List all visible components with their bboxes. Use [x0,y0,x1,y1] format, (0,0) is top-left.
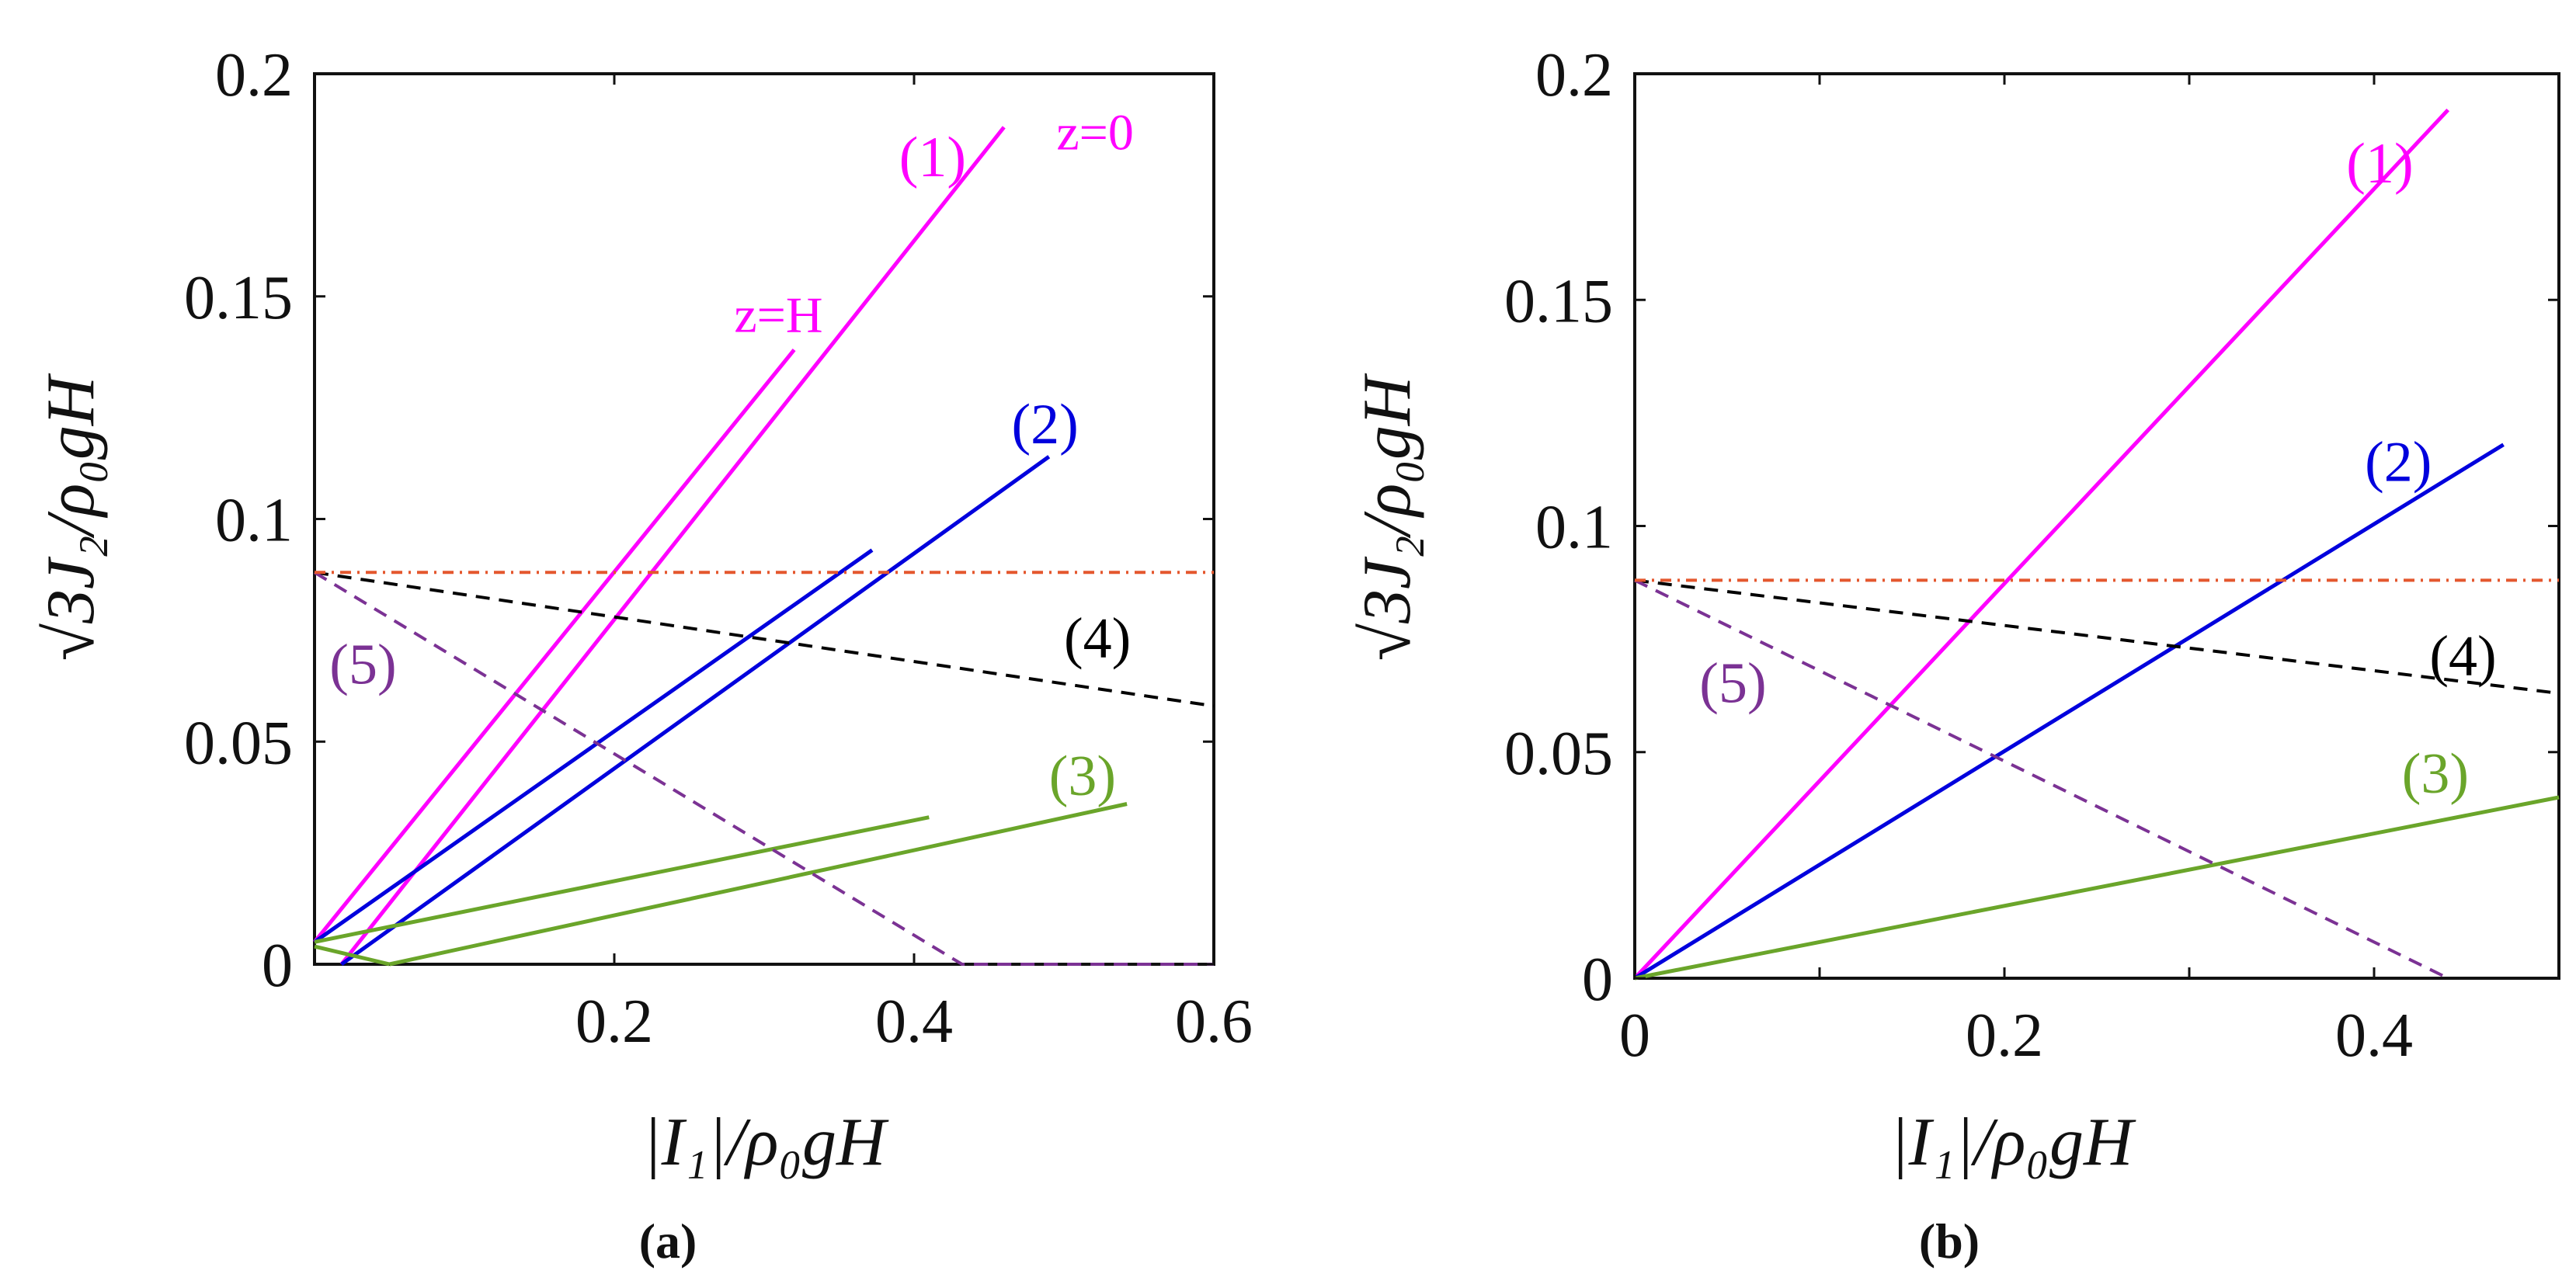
caption-b: (b) [1919,1213,1980,1269]
y-tick-label-b-3: 0.15 [1504,267,1613,335]
series-label-b-3: (4) [2429,625,2496,689]
series-line-a-2 [340,455,1051,967]
x-tick-label-a-1: 0.4 [875,988,953,1056]
y-tick-label-b-1: 0.05 [1504,720,1613,788]
panel-b: 0 0.2 0.4 00.050.10.150.2 (1)(2)(3)(4)(5) … [1350,41,2560,1269]
series-group-a [313,126,1215,967]
y-tick-label-b-4: 0.2 [1535,41,1613,109]
y-ticks-b: 0 0.05 0.1 0.15 0.2 [1504,41,2559,1014]
series-group-b [1633,108,2560,981]
y-axis-label-b: √3J₂/ρ₀gH [1350,373,1425,661]
series-line-a-5 [314,815,930,944]
series-label-a-8: (5) [329,634,396,697]
series-line-b-4 [1634,578,2449,980]
series-label-b-4: (5) [1699,652,1766,716]
series-label-a-0: (1) [899,126,966,189]
series-line-a-6 [314,944,391,967]
y-tick-label-a-4: 0.2 [215,41,293,109]
x-tick-label-a-0: 0.2 [575,988,653,1056]
series-line-a-3 [313,548,874,944]
series-labels-a: (1) (2) (3) (4) (5) [329,126,1131,808]
series-label-b-1: (2) [2365,430,2432,494]
series-line-a-7 [314,571,1215,708]
caption-a: (a) [639,1213,697,1269]
y-tick-label-b-2: 0.1 [1535,494,1613,562]
series-label-a-4: (3) [1049,745,1116,808]
series-line-a-4 [388,802,1128,967]
y-axis-label-a: √3J₂/ρ₀gH [33,373,109,661]
y-tick-label-a-3: 0.15 [184,264,293,332]
series-line-b-1 [1633,443,2505,981]
x-axis-label-a: |I₁|/ρ₀gH [642,1105,889,1180]
panel-a: 0.2 0.4 0.6 0 0.05 0.1 0.15 0.2 (1) (2) (3) (4) (5… [33,41,1253,1269]
x-ticks-b: 0 0.2 0.4 [1619,74,2413,1070]
x-tick-label-b-2: 0.2 [1966,1002,2043,1070]
y-tick-label-b-0: 0 [1582,946,1613,1014]
x-tick-label-b-0: 0 [1619,1002,1650,1070]
x-tick-label-a-2: 0.6 [1175,988,1253,1056]
annotation-a-0: z=0 [1056,104,1134,161]
series-label-a-7: (4) [1064,606,1131,670]
y-tick-label-a-1: 0.05 [184,709,293,777]
x-tick-label-b-4: 0.4 [2335,1002,2413,1070]
series-label-a-2: (2) [1011,393,1078,457]
series-line-a-0 [339,126,1006,966]
series-labels-b: (1) (2) (3) (4) (5) [1699,132,2496,806]
series-line-a-8 [313,571,1214,966]
series-line-b-0 [1633,108,2450,980]
y-ticks-a: 0 0.05 0.1 0.15 0.2 [184,41,1214,1000]
plot-area-b [1633,72,2560,980]
series-line-a-1 [313,349,796,943]
series-line-b-3 [1634,578,2560,695]
y-tick-label-a-2: 0.1 [215,487,293,555]
annotations-a: z=0 z=H [734,104,1133,343]
series-label-b-2: (3) [2402,742,2469,806]
series-label-b-0: (1) [2346,132,2413,196]
x-ticks-a: 0.2 0.4 0.6 [575,74,1253,1056]
series-line-b-2 [1634,795,2560,981]
annotation-a-1: z=H [734,287,822,344]
y-tick-label-a-0: 0 [262,932,293,1000]
x-axis-label-b: |I₁|/ρ₀gH [1889,1105,2136,1180]
